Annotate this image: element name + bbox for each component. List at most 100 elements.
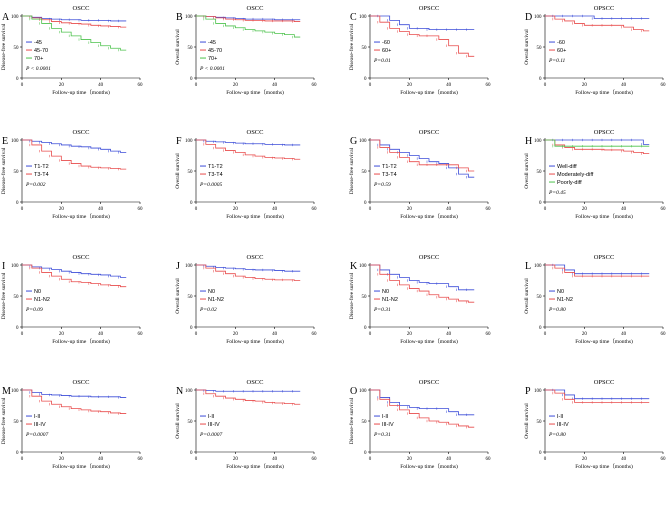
legend-entry: N1-N2 [208, 297, 224, 303]
survival-curve-iii-iv [545, 389, 650, 403]
x-axis-label: Follow-up time（months) [226, 463, 284, 470]
survival-curve-70 [196, 15, 301, 38]
x-tick-label: 40 [621, 457, 627, 462]
x-axis-label: Follow-up time（months) [400, 89, 458, 96]
panel-title: OPSCC [594, 254, 615, 261]
y-tick-label: 0 [16, 77, 19, 82]
x-tick-label: 60 [138, 83, 144, 88]
panel-letter: F [176, 136, 182, 147]
y-axis-label: Disease-free survival [348, 23, 355, 70]
legend-entry: III-IV [34, 422, 46, 428]
survival-curve-t3-t4 [22, 139, 127, 170]
x-tick-label: 60 [312, 332, 318, 337]
x-tick-label: 40 [446, 207, 452, 212]
legend-entry: N0 [557, 289, 564, 295]
legend-entry: I-II [557, 414, 564, 420]
x-tick-label: 20 [582, 207, 588, 212]
y-tick-label: 50 [188, 170, 194, 175]
y-tick-label: 100 [11, 139, 19, 144]
survival-curve-45-70 [22, 15, 127, 28]
x-axis-label: Follow-up time（months) [52, 338, 110, 345]
survival-curve-70 [22, 15, 127, 51]
y-tick-label: 100 [534, 139, 542, 144]
x-axis-label: Follow-up time（months) [226, 213, 284, 220]
y-tick-label: 100 [185, 389, 193, 394]
y-tick-label: 100 [359, 139, 367, 144]
y-tick-label: 100 [534, 264, 542, 269]
legend-entry: 70+ [208, 56, 217, 62]
y-axis-label: Disease-free survival [348, 272, 355, 319]
x-tick-label: 60 [486, 457, 492, 462]
y-axis-label: Disease-free survival [348, 147, 355, 194]
legend-entry: N0 [208, 289, 215, 295]
x-tick-label: 60 [486, 207, 492, 212]
y-tick-label: 0 [190, 451, 193, 456]
panel-title: OSCC [247, 129, 264, 136]
y-tick-label: 100 [11, 389, 19, 394]
p-value: P=0.0005 [199, 182, 222, 188]
survival-curve-60 [370, 15, 475, 57]
legend-entry: III-IV [557, 422, 569, 428]
x-tick-label: 20 [407, 457, 413, 462]
y-tick-label: 0 [16, 451, 19, 456]
survival-curve-t3-t4 [196, 139, 301, 160]
legend-entry: III-IV [208, 422, 220, 428]
legend-entry: 60+ [382, 48, 391, 54]
survival-curve-n1-n2 [196, 264, 301, 281]
y-tick-label: 0 [539, 77, 542, 82]
y-axis-label: Disease-free survival [0, 23, 7, 70]
km-panel-e: E OSCC 0 20 40 60 0 50 100 Follow-up time（months)… [0, 129, 143, 220]
x-tick-label: 20 [59, 83, 65, 88]
legend-entry: 45-70 [34, 48, 48, 54]
x-tick-label: 0 [195, 332, 198, 337]
legend-entry: III-IV [382, 422, 394, 428]
panel-title: OSCC [73, 129, 90, 136]
y-tick-label: 0 [539, 451, 542, 456]
x-tick-label: 60 [312, 207, 318, 212]
x-tick-label: 20 [582, 83, 588, 88]
y-tick-label: 100 [534, 15, 542, 20]
km-panel-i: I OSCC 0 20 40 60 0 50 100 Follow-up time（months)… [0, 254, 143, 345]
x-axis-label: Follow-up time（months) [575, 463, 633, 470]
x-tick-label: 20 [582, 332, 588, 337]
x-tick-label: 0 [369, 207, 372, 212]
legend-entry: I-II [34, 414, 41, 420]
y-axis-label: Disease-free survival [0, 272, 7, 319]
y-tick-label: 50 [188, 420, 194, 425]
km-panel-n: N OSCC 0 20 40 60 0 50 100 Follow-up time（months)… [175, 379, 317, 470]
legend-entry: T1-T2 [34, 164, 49, 170]
x-tick-label: 20 [407, 83, 413, 88]
x-tick-label: 40 [446, 457, 452, 462]
legend-entry: 70+ [34, 56, 43, 62]
y-tick-label: 50 [362, 420, 368, 425]
panel-title: OPSCC [419, 254, 440, 261]
km-panel-l: L OPSCC 0 20 40 60 0 50 100 Follow-up time（months… [524, 254, 666, 345]
panel-letter: J [176, 261, 180, 272]
p-value: P=0.11 [548, 58, 566, 64]
x-tick-label: 60 [486, 83, 492, 88]
y-tick-label: 50 [188, 46, 194, 51]
x-tick-label: 20 [59, 457, 65, 462]
km-panel-g: G OPSCC 0 20 40 60 0 50 100 Follow-up time（months… [348, 129, 491, 220]
panel-letter: I [2, 261, 5, 272]
x-tick-label: 40 [446, 332, 452, 337]
y-axis-label: Overall survival [524, 153, 530, 189]
y-tick-label: 50 [14, 46, 20, 51]
p-value: P=0.31 [373, 307, 391, 313]
survival-curve-60 [545, 15, 650, 19]
x-tick-label: 0 [195, 457, 198, 462]
x-tick-label: 40 [272, 457, 278, 462]
km-panel-d: D OPSCC 0 20 40 60 0 50 100 Follow-up time（months… [524, 5, 666, 96]
legend-entry: -60 [382, 40, 390, 46]
survival-curve-i-ii [196, 389, 301, 392]
x-tick-label: 20 [59, 332, 65, 337]
x-tick-label: 40 [272, 207, 278, 212]
y-tick-label: 100 [185, 139, 193, 144]
survival-curve-45 [22, 15, 127, 22]
y-tick-label: 50 [362, 170, 368, 175]
legend-entry: I-II [208, 414, 215, 420]
y-tick-label: 50 [14, 420, 20, 425]
p-value: P=0.02 [199, 307, 217, 313]
km-panel-j: J OSCC 0 20 40 60 0 50 100 Follow-up time（months)… [175, 254, 317, 345]
km-panel-h: H OPSCC 0 20 40 60 0 50 100 Follow-up time（months… [524, 129, 666, 220]
